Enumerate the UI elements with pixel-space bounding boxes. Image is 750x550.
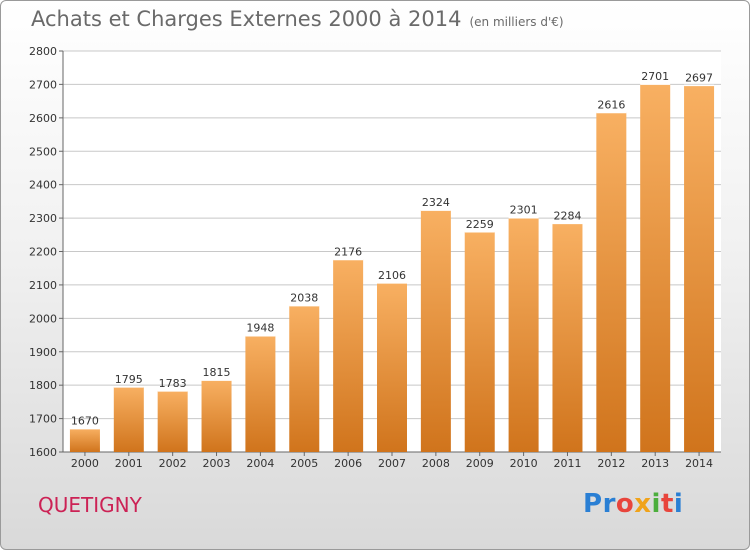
y-tick-label: 2800	[29, 45, 57, 58]
x-tick-label: 2009	[466, 457, 494, 470]
x-tick-label: 2010	[510, 457, 538, 470]
data-label: 2324	[422, 196, 450, 209]
y-tick-label: 2100	[29, 279, 57, 292]
y-tick-label: 1800	[29, 379, 57, 392]
y-tick-label: 1900	[29, 346, 57, 359]
y-tick-label: 1600	[29, 446, 57, 459]
bar	[552, 223, 583, 452]
bar	[113, 386, 144, 452]
y-tick-label: 2500	[29, 145, 57, 158]
proxiti-logo: Proxiti	[583, 489, 683, 519]
x-tick-label: 2005	[290, 457, 318, 470]
x-tick-label: 2012	[597, 457, 625, 470]
bar	[684, 85, 715, 453]
data-label: 1670	[71, 415, 99, 428]
data-label: 1815	[203, 366, 231, 379]
x-tick-label: 2003	[203, 457, 231, 470]
bar	[420, 210, 451, 452]
data-label: 1783	[159, 377, 187, 390]
bar	[201, 380, 232, 452]
data-label: 2697	[685, 71, 713, 84]
data-label: 2701	[641, 70, 669, 83]
location-name: QUETIGNY	[38, 493, 142, 517]
data-label: 2259	[466, 218, 494, 231]
bar	[377, 282, 407, 452]
y-tick-label: 2400	[29, 179, 57, 192]
y-tick-label: 2000	[29, 312, 57, 325]
logo-letter: i	[651, 489, 661, 519]
logo-letter: P	[583, 489, 603, 519]
y-tick-label: 2600	[29, 112, 57, 125]
x-tick-label: 2014	[685, 457, 713, 470]
y-tick-label: 2700	[29, 78, 57, 91]
x-tick-label: 2002	[159, 457, 187, 470]
y-tick-label: 2200	[29, 246, 57, 259]
bar	[508, 217, 539, 452]
logo-letter: i	[673, 489, 684, 519]
chart-subtitle: (en milliers d'€)	[469, 15, 564, 29]
logo-letter: o	[615, 489, 635, 519]
x-tick-label: 2001	[115, 457, 143, 470]
bar	[596, 112, 627, 452]
data-label: 2616	[597, 98, 625, 111]
y-tick-label: 1700	[29, 413, 57, 426]
data-label: 2176	[334, 246, 362, 259]
logo-letter: x	[634, 489, 652, 519]
bar	[245, 335, 276, 452]
x-tick-label: 2013	[641, 457, 669, 470]
data-label: 2301	[510, 204, 538, 217]
logo-letter: t	[660, 489, 674, 519]
logo-letter: r	[602, 489, 616, 519]
bar	[289, 305, 320, 452]
bar	[69, 428, 100, 452]
bar	[157, 390, 188, 452]
bar	[464, 231, 495, 452]
data-label: 2106	[378, 269, 406, 282]
x-tick-label: 2011	[553, 457, 581, 470]
data-label: 1948	[246, 322, 274, 335]
bar	[333, 259, 364, 452]
x-tick-label: 2004	[246, 457, 274, 470]
chart-title: Achats et Charges Externes 2000 à 2014 (e…	[31, 7, 564, 31]
x-tick-label: 2006	[334, 457, 362, 470]
y-tick-label: 2300	[29, 212, 57, 225]
x-tick-label: 2007	[378, 457, 406, 470]
data-label: 1795	[115, 373, 143, 386]
x-tick-label: 2000	[71, 457, 99, 470]
x-tick-label: 2008	[422, 457, 450, 470]
data-label: 2284	[553, 209, 581, 222]
chart-title-text: Achats et Charges Externes 2000 à 2014	[31, 7, 462, 31]
bar	[640, 84, 671, 453]
data-label: 2038	[290, 292, 318, 305]
